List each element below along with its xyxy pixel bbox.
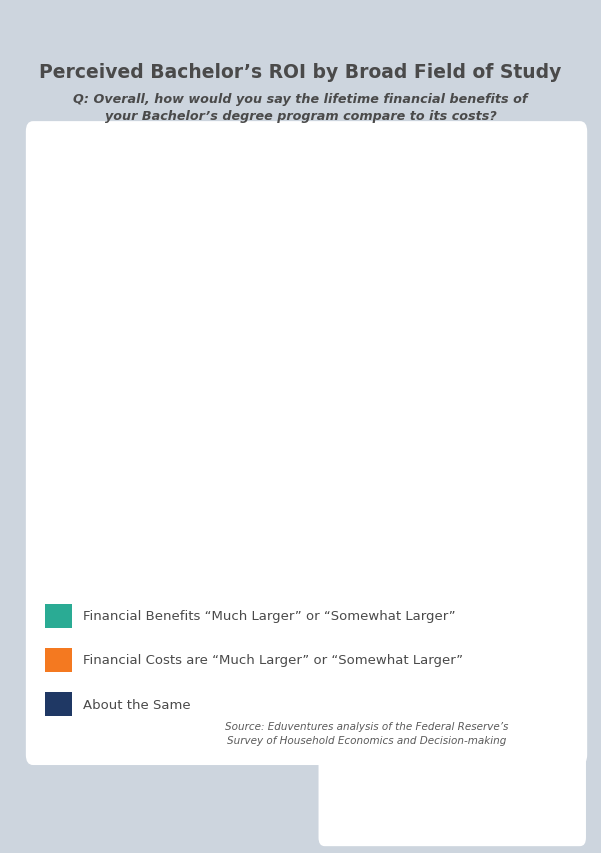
Text: 13%: 13% xyxy=(488,206,517,218)
Bar xyxy=(525,239,567,263)
Bar xyxy=(463,548,567,572)
Text: 75%: 75% xyxy=(335,206,365,218)
Bar xyxy=(525,200,567,224)
Text: 12%: 12% xyxy=(531,206,561,218)
Text: 11%: 11% xyxy=(516,167,546,180)
Text: 5%: 5% xyxy=(548,167,569,180)
Text: 21%: 21% xyxy=(446,399,476,412)
Bar xyxy=(362,548,463,572)
Bar xyxy=(501,316,567,340)
Text: 41%: 41% xyxy=(276,554,306,566)
Bar xyxy=(219,509,393,534)
Text: 61%: 61% xyxy=(311,322,340,334)
Text: 62%: 62% xyxy=(312,283,342,296)
Text: 29%: 29% xyxy=(429,476,459,490)
Text: Perceived Bachelor’s ROI by Broad Field of Study: Perceived Bachelor’s ROI by Broad Field … xyxy=(39,63,562,82)
Bar xyxy=(473,509,567,534)
Bar xyxy=(494,471,567,495)
Text: 50%: 50% xyxy=(291,515,322,528)
Text: Financial Costs are “Much Larger” or “Somewhat Larger”: Financial Costs are “Much Larger” or “So… xyxy=(83,653,463,667)
Bar xyxy=(219,161,511,185)
Bar xyxy=(393,471,494,495)
Bar xyxy=(484,432,567,456)
Bar xyxy=(480,200,525,224)
Text: 12%: 12% xyxy=(531,244,561,258)
Bar xyxy=(550,161,567,185)
Bar xyxy=(432,316,501,340)
Text: Eduventures’ Research: Eduventures’ Research xyxy=(349,805,556,824)
Text: 19%: 19% xyxy=(519,322,549,334)
Bar xyxy=(498,393,567,417)
Bar xyxy=(219,355,428,379)
Text: 22%: 22% xyxy=(510,360,540,374)
Bar xyxy=(410,432,484,456)
Text: 21%: 21% xyxy=(516,476,546,490)
Text: 55%: 55% xyxy=(300,438,330,450)
Text: 69%: 69% xyxy=(325,244,354,258)
Text: Q: Overall, how would you say the lifetime financial benefits of
your Bachelor’s: Q: Overall, how would you say the lifeti… xyxy=(73,92,528,123)
Bar xyxy=(219,548,362,572)
Bar xyxy=(393,509,473,534)
Bar xyxy=(219,239,459,263)
Text: About the Same: About the Same xyxy=(83,698,191,711)
Text: 21%: 21% xyxy=(432,438,462,450)
Bar xyxy=(487,355,564,379)
Text: 19%: 19% xyxy=(477,244,507,258)
Bar xyxy=(219,471,393,495)
Text: 19%: 19% xyxy=(453,283,483,296)
Text: 20%: 20% xyxy=(451,322,481,334)
Text: 50%: 50% xyxy=(291,476,322,490)
Bar xyxy=(428,355,487,379)
Text: 29%: 29% xyxy=(397,554,427,566)
Bar xyxy=(435,277,501,301)
Bar xyxy=(219,316,432,340)
Bar xyxy=(219,432,410,456)
Bar xyxy=(219,393,424,417)
Text: 27%: 27% xyxy=(505,515,535,528)
Text: Financial Benefits “Much Larger” or “Somewhat Larger”: Financial Benefits “Much Larger” or “Som… xyxy=(83,609,456,623)
Bar xyxy=(219,277,435,301)
Text: 30%: 30% xyxy=(500,554,530,566)
Text: 20%: 20% xyxy=(517,399,548,412)
Bar xyxy=(219,200,480,224)
Text: encoura°: encoura° xyxy=(349,779,416,792)
Bar xyxy=(501,277,564,301)
Text: 84%: 84% xyxy=(350,167,380,180)
Bar xyxy=(459,239,525,263)
Text: 60%: 60% xyxy=(309,360,338,374)
Text: 24%: 24% xyxy=(510,438,540,450)
Text: 18%: 18% xyxy=(517,283,547,296)
Text: 59%: 59% xyxy=(307,399,337,412)
Bar xyxy=(424,393,498,417)
Bar xyxy=(511,161,550,185)
Text: 17%: 17% xyxy=(442,360,472,374)
Text: Source: Eduventures analysis of the Federal Reserve’s
Survey of Household Econom: Source: Eduventures analysis of the Fede… xyxy=(225,722,508,746)
Text: 23%: 23% xyxy=(418,515,448,528)
